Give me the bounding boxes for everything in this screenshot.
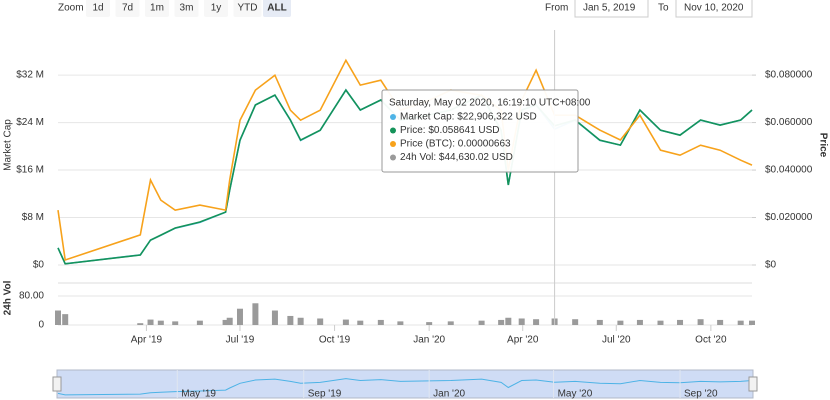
zoom-button[interactable] (115, 0, 140, 17)
volume-bar (426, 322, 433, 325)
zoom-button-label[interactable]: 3m (180, 3, 194, 14)
navigator-tick-label: Sep '19 (308, 389, 342, 400)
volume-bar (737, 320, 744, 325)
zoom-button[interactable] (174, 0, 199, 17)
y2-tick-label: $0.060000 (765, 117, 813, 128)
vol-axis-title: 24h Vol (3, 280, 14, 315)
navigator-handle[interactable] (52, 376, 62, 392)
vol-tick-label: 0 (38, 320, 44, 331)
x-tick-label: Apr '19 (131, 335, 163, 346)
x-tick-label: Oct '20 (695, 335, 727, 346)
y2-tick-label: $0 (765, 260, 777, 271)
y-tick-label: $32 M (16, 70, 44, 81)
volume-bar (749, 320, 755, 325)
navigator-tick-label: Sep '20 (684, 389, 718, 400)
y2-axis-title: Price (817, 133, 828, 158)
volume-bar (697, 319, 704, 325)
volume-bar (157, 320, 164, 325)
tooltip-title: Saturday, May 02 2020, 16:19:10 UTC+08:0… (389, 98, 591, 109)
y-axis-title: Market Cap (3, 119, 14, 171)
zoom-button-label[interactable]: YTD (238, 3, 258, 14)
volume-bar (222, 319, 229, 325)
tooltip-line: Market Cap: $22,906,322 USD (400, 112, 537, 123)
tooltip-dot (390, 141, 396, 147)
y-tick-label: $16 M (16, 165, 44, 176)
tooltip-line: Price: $0.058641 USD (400, 125, 500, 136)
tooltip-box (381, 89, 579, 173)
tooltip-dot (390, 154, 396, 161)
x-tick-label: Jan '20 (413, 335, 445, 346)
navigator-tick-label: May '20 (558, 389, 593, 400)
zoom-button[interactable] (145, 0, 169, 17)
volume-bar (447, 321, 454, 325)
y2-tick-label: $0.020000 (765, 212, 813, 223)
from-value[interactable]: Jan 5, 2019 (583, 3, 636, 14)
navigator-tick-label: May '19 (181, 389, 216, 400)
tooltip-dot (390, 127, 396, 134)
volume-bar (55, 310, 61, 325)
volume-bar (172, 321, 179, 325)
volume-bar (657, 320, 664, 325)
from-input[interactable] (574, 0, 649, 18)
volume-bar (342, 319, 349, 325)
to-label: To (658, 3, 669, 14)
x-tick-label: Oct '19 (319, 335, 351, 346)
volume-bar (498, 319, 505, 325)
to-input[interactable] (675, 0, 753, 18)
zoom-button[interactable] (233, 0, 262, 17)
volume-bar (596, 319, 603, 325)
zoom-button-label[interactable]: 1d (92, 3, 103, 14)
to-value[interactable]: Nov 10, 2020 (684, 3, 744, 14)
zoom-label: Zoom (58, 3, 84, 14)
navigator-bg (56, 369, 754, 399)
volume-bar (271, 310, 278, 325)
volume-bar (357, 320, 364, 325)
y-tick-label: $24 M (16, 117, 44, 128)
zoom-button-label[interactable]: ALL (267, 3, 286, 14)
volume-bar (677, 319, 684, 325)
zoom-button-label[interactable]: 1m (150, 3, 164, 14)
volume-bar (252, 303, 259, 325)
volume-bar (518, 318, 525, 325)
navigator-line (57, 378, 753, 396)
volume-bar (226, 317, 233, 325)
volume-bar (236, 308, 243, 325)
volume-bar (297, 317, 304, 325)
volume-bar (147, 319, 154, 325)
y-tick-label: $8 M (22, 212, 44, 223)
x-tick-label: Jul '19 (226, 335, 255, 346)
zoom-button[interactable] (263, 0, 291, 17)
volume-bar (617, 320, 624, 325)
volume-bar (478, 320, 485, 325)
tooltip-dot (390, 114, 396, 120)
zoom-button[interactable] (86, 0, 110, 17)
volume-bar (636, 319, 643, 325)
volume-bar (377, 319, 384, 325)
volume-bar (533, 319, 540, 325)
zoom-button-label[interactable]: 1y (211, 3, 222, 14)
volume-bar (196, 320, 203, 325)
volume-bar (572, 319, 579, 325)
volume-bar (717, 319, 724, 325)
y2-tick-label: $0.040000 (765, 165, 813, 176)
volume-bar (397, 321, 404, 325)
tooltip-line: Price (BTC): 0.00000663 (400, 139, 511, 150)
volume-bar (317, 318, 324, 325)
zoom-button-label[interactable]: 7d (122, 3, 133, 14)
tooltip-line: 24h Vol: $44,630.02 USD (400, 152, 513, 163)
vol-tick-label: 80.00 (19, 291, 44, 302)
volume-bar (287, 315, 294, 325)
y2-tick-label: $0.080000 (765, 70, 813, 81)
volume-bar (62, 314, 69, 325)
x-tick-label: Jul '20 (602, 335, 631, 346)
from-label: From (545, 3, 568, 14)
volume-bar (137, 323, 144, 325)
volume-bar (505, 317, 512, 325)
navigator-tick-label: Jan '20 (433, 389, 465, 400)
y-tick-label: $0 (33, 260, 45, 271)
navigator-handle[interactable] (748, 376, 758, 392)
zoom-button[interactable] (204, 0, 228, 17)
x-tick-label: Apr '20 (507, 335, 539, 346)
